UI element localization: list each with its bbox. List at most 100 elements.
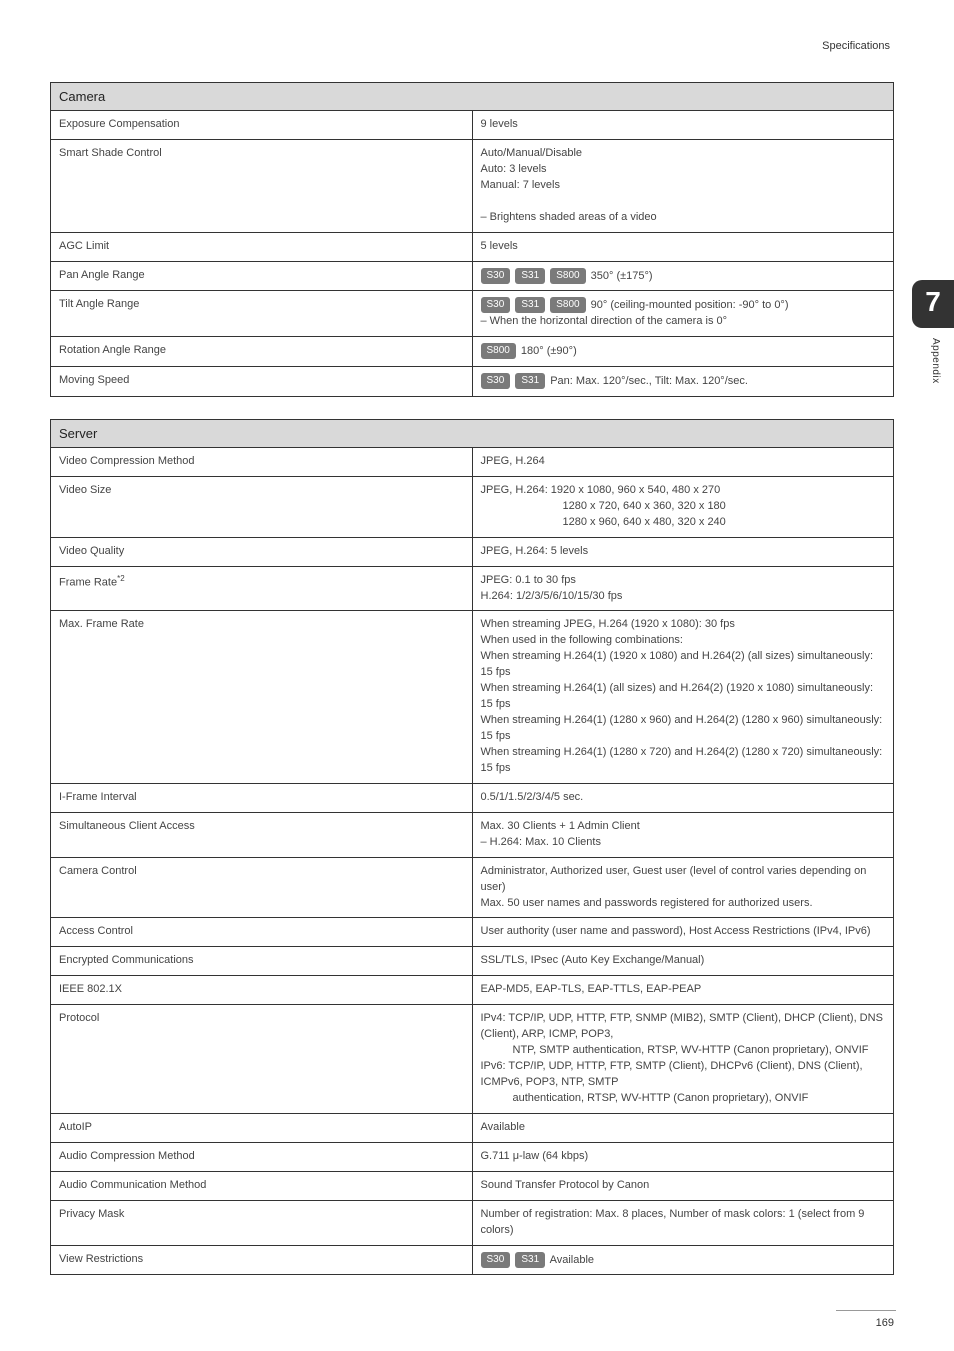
text: – Brightens shaded areas of a video xyxy=(481,211,657,223)
text: When used in the following combinations: xyxy=(481,634,683,646)
text: When streaming JPEG, H.264 (1920 x 1080)… xyxy=(481,618,735,630)
row-value: Sound Transfer Protocol by Canon xyxy=(472,1171,894,1200)
row-label: Audio Communication Method xyxy=(51,1171,473,1200)
text: Auto/Manual/Disable xyxy=(481,147,583,159)
table-row: Video Compression Method JPEG, H.264 xyxy=(51,447,894,476)
server-heading: Server xyxy=(51,419,894,447)
row-label: Simultaneous Client Access xyxy=(51,812,473,857)
text: Administrator, Authorized user, Guest us… xyxy=(481,865,867,893)
model-badge: S31 xyxy=(515,1252,545,1268)
row-label: AGC Limit xyxy=(51,232,473,261)
page-number-rule xyxy=(836,1310,896,1311)
table-row: Rotation Angle Range S800 180° (±90°) xyxy=(51,337,894,367)
table-row: View Restrictions S30 S31 Available xyxy=(51,1245,894,1275)
text: Manual: 7 levels xyxy=(481,179,561,191)
row-label: Tilt Angle Range xyxy=(51,291,473,337)
table-row: I-Frame Interval 0.5/1/1.5/2/3/4/5 sec. xyxy=(51,783,894,812)
table-row: Moving Speed S30 S31 Pan: Max. 120°/sec.… xyxy=(51,367,894,397)
table-row: Max. Frame Rate When streaming JPEG, H.2… xyxy=(51,611,894,783)
row-value: S30 S31 S800 350° (±175°) xyxy=(472,261,894,291)
table-row: Smart Shade Control Auto/Manual/Disable … xyxy=(51,139,894,232)
text: IPv4: TCP/IP, UDP, HTTP, FTP, SNMP (MIB2… xyxy=(481,1012,883,1040)
table-row: Frame Rate*2 JPEG: 0.1 to 30 fps H.264: … xyxy=(51,566,894,611)
row-value: Administrator, Authorized user, Guest us… xyxy=(472,857,894,918)
row-value: S30 S31 Pan: Max. 120°/sec., Tilt: Max. … xyxy=(472,367,894,397)
text: IPv6: TCP/IP, UDP, HTTP, FTP, SMTP (Clie… xyxy=(481,1060,863,1088)
row-value: Available xyxy=(472,1113,894,1142)
row-value: Auto/Manual/Disable Auto: 3 levels Manua… xyxy=(472,139,894,232)
text: Frame Rate xyxy=(59,576,117,588)
text: H.264: 1/2/3/5/6/10/15/30 fps xyxy=(481,590,623,602)
model-badge: S31 xyxy=(515,268,545,284)
model-badge: S800 xyxy=(550,268,585,284)
table-row: Video Size JPEG, H.264: 1920 x 1080, 960… xyxy=(51,476,894,537)
appendix-label: Appendix xyxy=(930,338,941,384)
row-label: Encrypted Communications xyxy=(51,947,473,976)
model-badge: S31 xyxy=(515,373,545,389)
text: When streaming H.264(1) (all sizes) and … xyxy=(481,682,874,710)
row-label: Audio Compression Method xyxy=(51,1142,473,1171)
row-value: EAP-MD5, EAP-TLS, EAP-TTLS, EAP-PEAP xyxy=(472,976,894,1005)
row-value: 0.5/1/1.5/2/3/4/5 sec. xyxy=(472,783,894,812)
row-label: Video Compression Method xyxy=(51,447,473,476)
server-table: Server Video Compression Method JPEG, H.… xyxy=(50,419,894,1276)
row-label: Frame Rate*2 xyxy=(51,566,473,611)
row-label: Exposure Compensation xyxy=(51,111,473,140)
table-row: Simultaneous Client Access Max. 30 Clien… xyxy=(51,812,894,857)
row-value: 9 levels xyxy=(472,111,894,140)
row-value: S30 S31 Available xyxy=(472,1245,894,1275)
table-row: Encrypted Communications SSL/TLS, IPsec … xyxy=(51,947,894,976)
text: 1280 x 960, 640 x 480, 320 x 240 xyxy=(481,515,726,531)
text: When streaming H.264(1) (1280 x 720) and… xyxy=(481,746,883,774)
text: 180° (±90°) xyxy=(521,345,577,357)
row-label: Privacy Mask xyxy=(51,1200,473,1245)
row-value: JPEG, H.264: 1920 x 1080, 960 x 540, 480… xyxy=(472,476,894,537)
text: JPEG: 0.1 to 30 fps xyxy=(481,574,576,586)
text: 350° (±175°) xyxy=(591,269,653,281)
row-value: SSL/TLS, IPsec (Auto Key Exchange/Manual… xyxy=(472,947,894,976)
row-value: JPEG, H.264: 5 levels xyxy=(472,537,894,566)
row-value: JPEG, H.264 xyxy=(472,447,894,476)
text: When streaming H.264(1) (1920 x 1080) an… xyxy=(481,650,874,678)
model-badge: S800 xyxy=(550,297,585,313)
row-value: S800 180° (±90°) xyxy=(472,337,894,367)
model-badge: S31 xyxy=(515,297,545,313)
row-value: User authority (user name and password),… xyxy=(472,918,894,947)
table-row: IEEE 802.1X EAP-MD5, EAP-TLS, EAP-TTLS, … xyxy=(51,976,894,1005)
text: – When the horizontal direction of the c… xyxy=(481,315,728,327)
row-label: Moving Speed xyxy=(51,367,473,397)
text: Auto: 3 levels xyxy=(481,163,547,175)
row-label: Access Control xyxy=(51,918,473,947)
row-value: Number of registration: Max. 8 places, N… xyxy=(472,1200,894,1245)
table-row: Tilt Angle Range S30 S31 S800 90° (ceili… xyxy=(51,291,894,337)
row-label: Protocol xyxy=(51,1005,473,1114)
table-row: Video Quality JPEG, H.264: 5 levels xyxy=(51,537,894,566)
row-label: Max. Frame Rate xyxy=(51,611,473,783)
row-value: When streaming JPEG, H.264 (1920 x 1080)… xyxy=(472,611,894,783)
row-label: IEEE 802.1X xyxy=(51,976,473,1005)
camera-heading: Camera xyxy=(51,83,894,111)
row-value: 5 levels xyxy=(472,232,894,261)
row-label: Video Size xyxy=(51,476,473,537)
text: Max. 30 Clients + 1 Admin Client xyxy=(481,820,640,832)
model-badge: S800 xyxy=(481,343,516,359)
table-row: Camera Control Administrator, Authorized… xyxy=(51,857,894,918)
row-value: S30 S31 S800 90° (ceiling-mounted positi… xyxy=(472,291,894,337)
table-row: AGC Limit 5 levels xyxy=(51,232,894,261)
table-row: Audio Communication Method Sound Transfe… xyxy=(51,1171,894,1200)
row-value: IPv4: TCP/IP, UDP, HTTP, FTP, SNMP (MIB2… xyxy=(472,1005,894,1114)
text: authentication, RTSP, WV-HTTP (Canon pro… xyxy=(481,1091,809,1107)
text: 90° (ceiling-mounted position: -90° to 0… xyxy=(591,299,789,311)
row-value: G.711 μ-law (64 kbps) xyxy=(472,1142,894,1171)
table-row: Privacy Mask Number of registration: Max… xyxy=(51,1200,894,1245)
text: JPEG, H.264: 1920 x 1080, 960 x 540, 480… xyxy=(481,484,721,496)
text: Pan: Max. 120°/sec., Tilt: Max. 120°/sec… xyxy=(550,375,748,387)
page-number: 169 xyxy=(876,1317,894,1329)
row-label: Camera Control xyxy=(51,857,473,918)
text: – H.264: Max. 10 Clients xyxy=(481,836,601,848)
table-row: Protocol IPv4: TCP/IP, UDP, HTTP, FTP, S… xyxy=(51,1005,894,1114)
text: NTP, SMTP authentication, RTSP, WV-HTTP … xyxy=(481,1043,869,1059)
camera-table: Camera Exposure Compensation 9 levels Sm… xyxy=(50,82,894,397)
chapter-number: 7 xyxy=(912,280,954,328)
row-value: JPEG: 0.1 to 30 fps H.264: 1/2/3/5/6/10/… xyxy=(472,566,894,611)
